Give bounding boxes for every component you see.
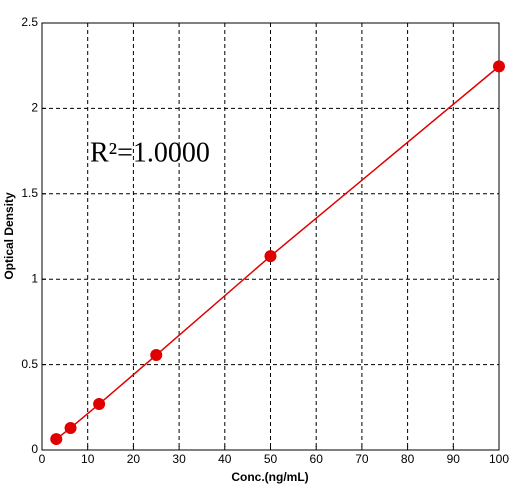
data-point xyxy=(493,60,505,73)
annotation: R²=1.0000 xyxy=(90,137,210,168)
y-tick-label: 2 xyxy=(31,101,38,115)
x-tick-label: 50 xyxy=(264,452,278,466)
x-axis-label: Conc.(ng/mL) xyxy=(231,470,308,484)
x-tick-label: 90 xyxy=(447,452,461,466)
x-tick-label: 30 xyxy=(172,452,186,466)
data-point xyxy=(93,398,106,411)
x-tick-label: 70 xyxy=(355,452,369,466)
x-tick-label: 0 xyxy=(39,452,46,466)
data-point xyxy=(50,433,63,446)
x-tick-label: 40 xyxy=(218,452,232,466)
y-tick-label: 1.5 xyxy=(21,186,38,200)
y-tick-label: 0.5 xyxy=(21,357,38,371)
data-point xyxy=(150,349,163,362)
x-tick-label: 10 xyxy=(81,452,95,466)
y-axis-label: Optical Density xyxy=(2,192,16,280)
x-tick-label: 80 xyxy=(401,452,415,466)
x-tick-label: 60 xyxy=(310,452,324,466)
data-point xyxy=(64,421,77,434)
y-tick-label: 2.5 xyxy=(21,15,38,29)
y-tick-label: 0 xyxy=(31,442,38,456)
data-point xyxy=(264,250,277,263)
y-tick-label: 1 xyxy=(31,271,38,285)
x-tick-label: 100 xyxy=(489,452,509,466)
x-tick-label: 20 xyxy=(127,452,141,466)
